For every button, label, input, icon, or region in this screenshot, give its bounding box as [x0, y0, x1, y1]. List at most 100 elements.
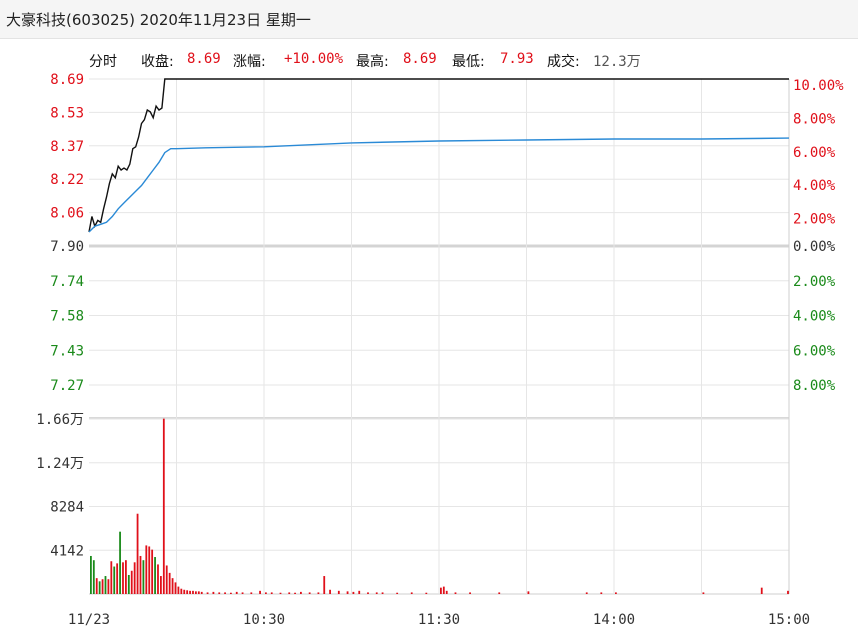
volume-bar [270, 592, 273, 594]
volume-bar [358, 590, 361, 594]
volume-bar [308, 592, 311, 594]
volume-bar [585, 592, 588, 594]
volume-bar [337, 590, 340, 594]
volume-bar [410, 592, 413, 594]
percent-tick-label: 6.00% [793, 145, 836, 161]
volume-bar [498, 592, 501, 594]
high-label: 最高: [356, 54, 389, 70]
percent-tick-label: 2.00% [793, 274, 836, 290]
volume-bar [235, 591, 238, 594]
volume-bar [110, 561, 113, 594]
volume-bar [127, 574, 130, 594]
volume-bar [95, 578, 98, 594]
volume-bars [90, 418, 789, 594]
volume-bar [224, 592, 226, 594]
volume-bar [265, 592, 267, 594]
volume-bar [125, 560, 127, 594]
volume-bar [104, 576, 107, 594]
volume-bar [445, 590, 448, 594]
volume-bar [116, 563, 119, 594]
volume-bar [329, 589, 331, 594]
volume-bar [171, 578, 174, 594]
volume-bar [90, 555, 92, 594]
high-value: 8.69 [403, 51, 437, 67]
volume-bar [174, 582, 177, 594]
volume-bar [241, 592, 244, 594]
volume-bar [294, 592, 296, 594]
volume-bar [317, 592, 320, 594]
header-bar: 大豪科技(603025) 2020年11月23日 星期一 [0, 0, 858, 39]
volume-bar [113, 566, 116, 594]
volume-bar [212, 591, 215, 594]
low-value: 7.93 [500, 51, 534, 67]
volume-tick-label: 1.24万 [36, 456, 84, 472]
volume-bar [218, 592, 221, 594]
volume-bar [367, 592, 369, 594]
volume-bar [154, 557, 156, 594]
volume-bar [177, 586, 180, 594]
volume-bar [600, 592, 603, 594]
volume-bar [230, 592, 232, 594]
volume-bar [469, 592, 471, 594]
volume-bar [375, 592, 378, 594]
percent-tick-label: 4.00% [793, 178, 836, 194]
volume-bar [259, 590, 261, 594]
stock-title: 大豪科技(603025) 2020年11月23日 星期一 [6, 11, 311, 29]
price-tick-label: 8.37 [50, 139, 84, 155]
volume-bar [160, 576, 162, 594]
percent-tick-label: 2.00% [793, 212, 836, 228]
volume-bar [186, 590, 189, 594]
price-tick-label: 7.58 [50, 309, 84, 325]
volume-bar [702, 592, 705, 594]
time-tick-label: 11:30 [418, 612, 460, 628]
volume-bar [151, 549, 154, 594]
volume-bar [442, 586, 445, 594]
price-tick-label: 7.90 [50, 239, 84, 255]
percent-tick-label: 8.00% [793, 111, 836, 127]
volume-bar [107, 579, 110, 594]
volume-bar [760, 587, 763, 594]
close-value: 8.69 [187, 51, 221, 67]
volume-bar [162, 418, 165, 594]
volume-bar [527, 591, 530, 594]
volume-bar [352, 591, 355, 594]
percent-tick-label: 6.00% [793, 343, 836, 359]
volume-bar [183, 589, 186, 594]
volume-bar [157, 564, 159, 594]
volume-bar [98, 581, 101, 594]
price-tick-label: 8.22 [50, 172, 84, 188]
volume-bar [133, 562, 136, 594]
mode-label: 分时 [89, 54, 117, 70]
volume-bar [101, 579, 104, 594]
price-tick-label: 8.53 [50, 105, 84, 121]
volume-bar [381, 592, 384, 594]
volume-bar [300, 591, 302, 594]
price-tick-label: 8.06 [50, 206, 84, 222]
volume-bar [139, 555, 142, 594]
close-label: 收盘: [141, 54, 174, 70]
time-tick-label: 11/23 [68, 612, 110, 628]
price-tick-label: 7.27 [50, 378, 84, 394]
volume-bar [192, 590, 194, 594]
volume-label: 成交: [547, 54, 580, 70]
volume-bar [145, 545, 148, 594]
price-tick-label: 8.69 [50, 72, 84, 88]
volume-bar [615, 592, 617, 594]
time-tick-label: 10:30 [243, 612, 285, 628]
price-line [88, 78, 789, 233]
change-value: +10.00% [284, 51, 344, 67]
price-tick-label: 7.74 [50, 274, 84, 290]
volume-bar [130, 570, 133, 594]
volume-tick-label: 8284 [50, 500, 84, 516]
percent-tick-label: 10.00% [793, 78, 844, 94]
volume-value: 12.3万 [593, 54, 641, 70]
volume-bar [425, 592, 428, 594]
volume-bar [92, 560, 95, 594]
volume-bar [142, 560, 145, 594]
volume-bar [195, 591, 197, 594]
volume-bar [288, 592, 291, 594]
volume-bar [323, 576, 326, 594]
grid-lines [89, 78, 790, 595]
volume-bar [279, 592, 282, 594]
